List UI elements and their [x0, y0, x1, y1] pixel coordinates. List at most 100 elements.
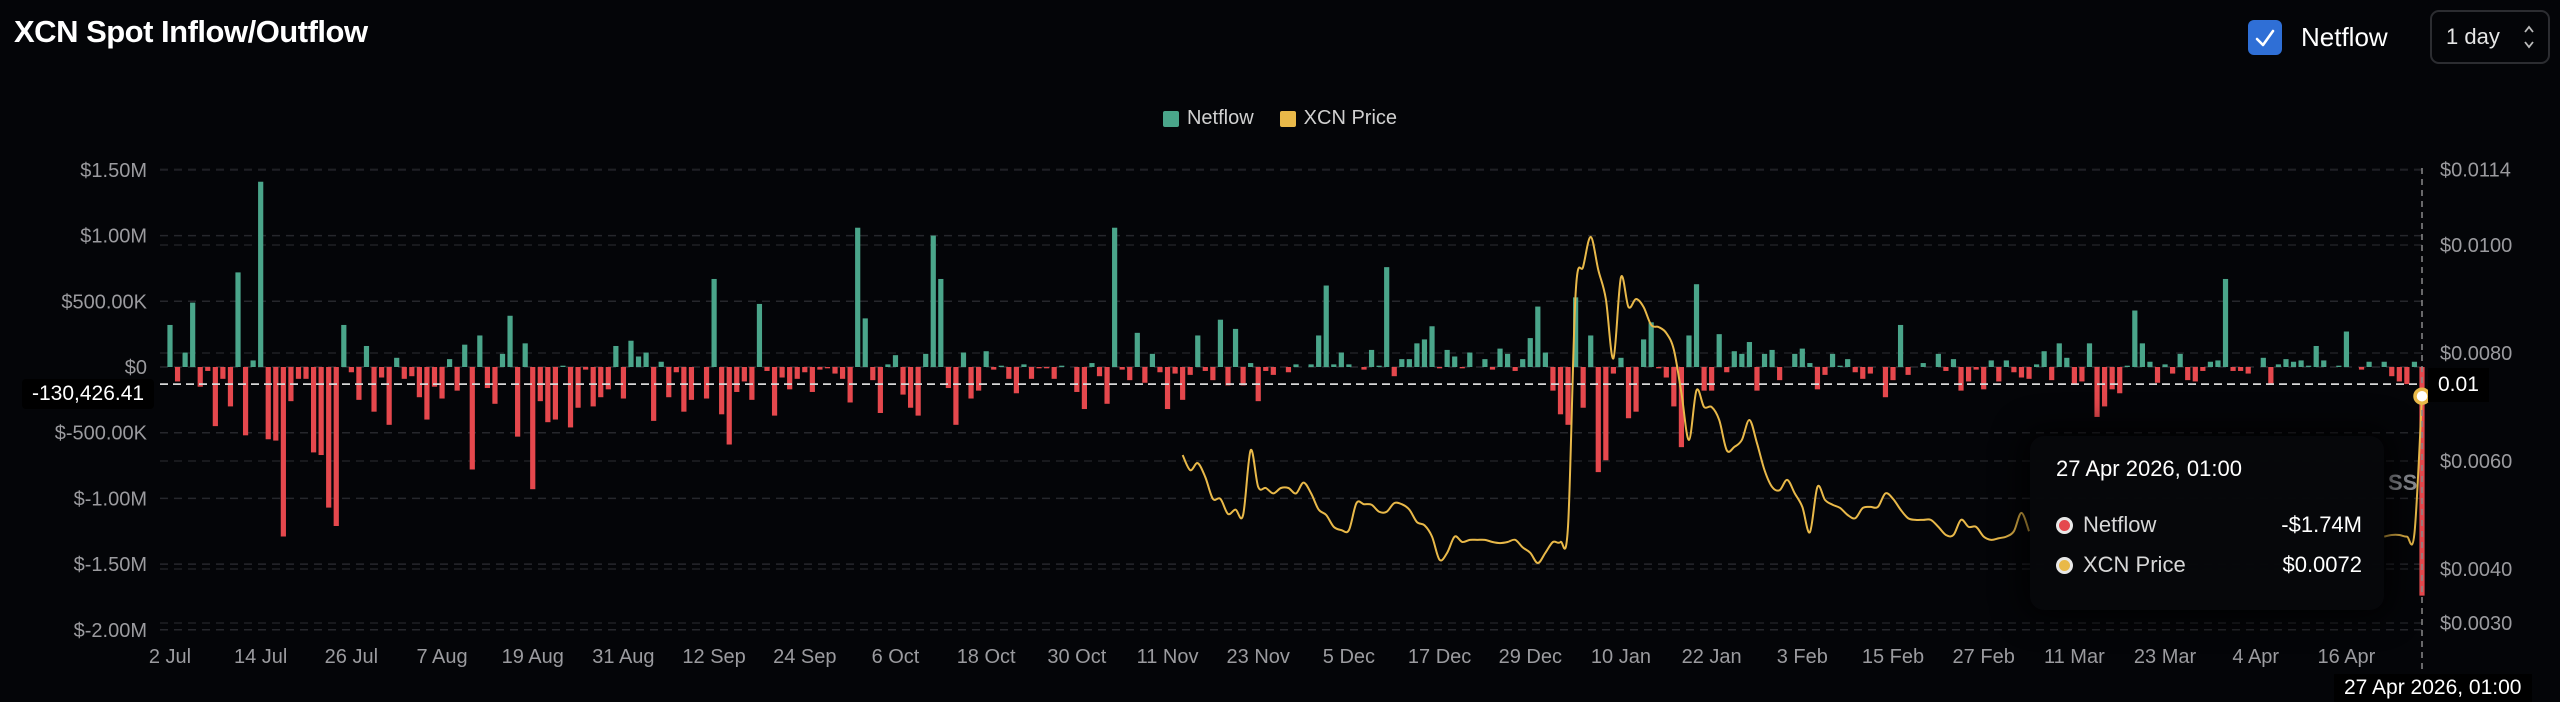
netflow-bar — [2026, 367, 2032, 379]
netflow-bar — [2215, 360, 2221, 367]
right-axis-tick-label: $0.0030 — [2440, 613, 2512, 635]
netflow-bar — [326, 367, 332, 508]
netflow-bar — [1542, 352, 1548, 367]
netflow-bar — [363, 345, 370, 367]
netflow-bar — [1285, 367, 1292, 373]
netflow-bar — [1006, 367, 1012, 379]
netflow-bar — [1399, 359, 1405, 367]
netflow-bar — [560, 365, 566, 367]
netflow-bar — [855, 227, 861, 367]
x-axis-tick-label: 14 Jul — [234, 646, 287, 668]
netflow-bar — [2404, 367, 2410, 385]
netflow-bar — [1807, 363, 1813, 367]
netflow-bar — [2298, 360, 2304, 367]
netflow-bar — [462, 344, 468, 367]
right-axis-tick-label: $0.0080 — [2440, 343, 2512, 365]
netflow-bar — [915, 367, 921, 416]
netflow-bar — [2411, 361, 2418, 367]
netflow-bar — [658, 361, 664, 367]
netflow-bar — [1104, 367, 1110, 404]
x-axis: 2 Jul 14 Jul 26 Jul 7 Aug 19 Aug 31 Aug 12 Sep… — [149, 646, 2376, 668]
netflow-bar — [2033, 364, 2040, 367]
netflow-bar — [1338, 352, 1344, 367]
right-axis-tick-label: $0.0060 — [2440, 451, 2512, 473]
netflow-bar — [2389, 367, 2395, 377]
tooltip-title: 27 Apr 2026, 01:00 — [2056, 456, 2242, 481]
netflow-bar — [2124, 365, 2130, 367]
tooltip-row-price: XCN Price $0.0072 — [2056, 552, 2362, 578]
netflow-bar — [2102, 367, 2108, 407]
netflow-checkbox-label[interactable]: Netflow — [2301, 22, 2388, 52]
netflow-bar — [590, 367, 596, 407]
left-axis-tick-label: $-500.00K — [55, 423, 148, 445]
netflow-bar — [907, 367, 914, 408]
netflow-bar — [673, 367, 679, 373]
netflow-bar — [1504, 353, 1511, 367]
netflow-checkbox[interactable] — [2248, 20, 2282, 55]
netflow-bar — [507, 315, 513, 367]
netflow-bar — [1089, 363, 1095, 367]
netflow-bar — [877, 367, 883, 413]
netflow-bar — [1028, 367, 1035, 379]
netflow-bar — [1059, 365, 1065, 367]
netflow-bar — [567, 367, 574, 428]
netflow-bar — [2185, 367, 2191, 381]
netflow-bar — [2056, 343, 2062, 367]
netflow-bar — [280, 367, 286, 537]
netflow-bar — [598, 367, 604, 398]
netflow-bar — [1149, 353, 1156, 367]
netflow-bar — [242, 367, 249, 436]
netflow-bar — [1021, 364, 1027, 367]
legend-item-price[interactable]: XCN Price — [1279, 107, 1397, 130]
netflow-bar — [1958, 367, 1964, 391]
netflow-bar — [575, 367, 581, 408]
netflow-bar — [613, 345, 619, 367]
netflow-bar — [2117, 367, 2123, 394]
netflow-bar — [923, 353, 929, 367]
netflow-bar — [2260, 357, 2266, 367]
netflow-bar — [1497, 348, 1503, 367]
netflow-bar — [2238, 367, 2244, 371]
x-axis-tick-label: 2 Jul — [149, 646, 191, 668]
x-axis-tick-label: 16 Apr — [2318, 646, 2376, 668]
netflow-bar — [492, 367, 498, 404]
x-axis-tick-label: 10 Jan — [1591, 646, 1651, 668]
netflow-bar — [394, 357, 400, 367]
interval-select[interactable]: 1 day — [2430, 10, 2550, 64]
netflow-bar — [2011, 367, 2017, 373]
netflow-bar — [1897, 324, 1904, 367]
legend-label-netflow: Netflow — [1186, 107, 1254, 129]
tooltip-row-netflow: Netflow -$1.74M — [2056, 512, 2362, 538]
netflow-bar — [719, 367, 725, 415]
right-axis: $0.0114 $0.0100 $0.0080 $0.0060 $0.0040 $0.00… — [2440, 159, 2512, 635]
netflow-bar — [1074, 367, 1080, 392]
tooltip: 27 Apr 2026, 01:00 Netflow -$1.74M XCN P… — [2030, 436, 2384, 610]
x-axis-tick-label: 31 Aug — [592, 646, 654, 668]
netflow-bar — [499, 353, 506, 367]
interval-select-value: 1 day — [2446, 24, 2500, 49]
left-axis-tick-label: $-1.50M — [74, 554, 147, 576]
netflow-bar — [1482, 359, 1488, 367]
netflow-bar — [741, 367, 747, 382]
netflow-bar — [1882, 367, 1889, 398]
tooltip-label: XCN Price — [2083, 552, 2186, 577]
price-hover-point — [2413, 387, 2431, 405]
legend-item-netflow[interactable]: Netflow — [1162, 107, 1254, 130]
netflow-bar — [439, 367, 445, 399]
netflow-bar — [545, 367, 551, 423]
netflow-bar — [273, 367, 279, 441]
netflow-bar — [1459, 367, 1465, 369]
netflow-bar — [1641, 339, 1647, 367]
netflow-bar — [1512, 367, 1518, 371]
netflow-bar — [1965, 367, 1972, 382]
netflow-bar — [1248, 363, 1254, 367]
netflow-bar — [2154, 367, 2161, 383]
netflow-bar — [1656, 367, 1662, 369]
netflow-bar — [1595, 367, 1601, 473]
netflow-bar — [212, 367, 218, 427]
netflow-bar — [235, 272, 241, 367]
x-axis-tick-label: 24 Sep — [773, 646, 836, 668]
netflow-bar — [1731, 351, 1737, 367]
netflow-bar — [341, 324, 347, 367]
